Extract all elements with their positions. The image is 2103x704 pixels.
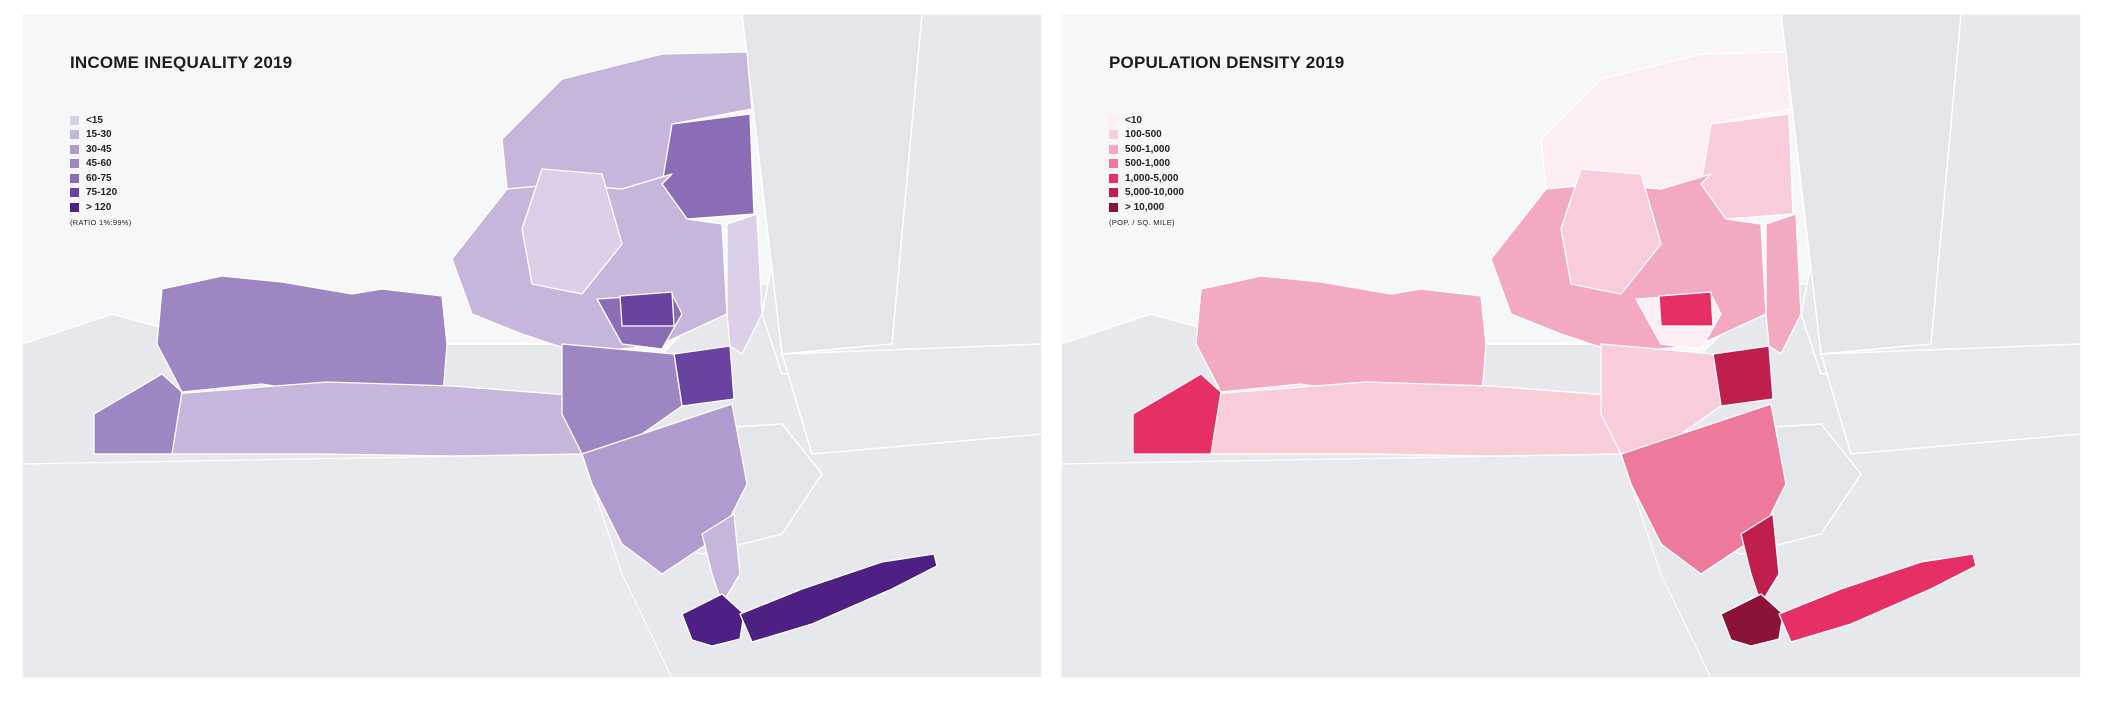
legend-label: 5,000-10,000: [1125, 187, 1184, 199]
legend-swatch: [70, 144, 79, 154]
legend-label: > 120: [86, 201, 112, 213]
legend-item: 100-500: [1109, 128, 1184, 143]
region-southern-tier: [171, 381, 583, 457]
region-finger-lakes: [1560, 168, 1662, 295]
region-west: [156, 275, 448, 410]
region-southwest: [1132, 373, 1222, 455]
population-density-map: [1061, 14, 2081, 678]
legend-label: 45-60: [86, 158, 112, 170]
legend-label: 15-30: [86, 129, 112, 141]
legend-swatch: [1109, 188, 1118, 198]
legend-swatch: [1109, 115, 1118, 125]
legend-item: > 10,000: [1109, 200, 1184, 215]
region-southwest: [93, 373, 183, 455]
region-metro: [681, 593, 745, 647]
region-mohawk-b: [619, 291, 675, 327]
ny-counties: [1132, 51, 1977, 647]
region-hudson-east: [726, 213, 763, 355]
legend-label: 500-1,000: [1125, 143, 1171, 155]
legend-label: 60-75: [86, 172, 112, 184]
region-hudson-east: [1765, 213, 1802, 355]
region-long-island: [739, 553, 938, 643]
legend-label: <15: [86, 114, 103, 126]
legend-swatch: [1109, 173, 1118, 183]
legend-item: <15: [70, 113, 132, 128]
ny-counties: [93, 51, 938, 647]
legend-item: 60-75: [70, 171, 132, 186]
legend-swatch: [70, 115, 79, 125]
legend-swatch: [70, 130, 79, 140]
legend-item: 75-120: [70, 186, 132, 201]
region-west: [1195, 275, 1487, 410]
region-mohawk-b: [1658, 291, 1714, 327]
region-southern-tier: [1210, 381, 1622, 457]
region-capital: [673, 345, 735, 407]
region-metro: [1720, 593, 1784, 647]
map-legend: <10 100-500 500-1,000 500-1,000 1,000-5,…: [1109, 113, 1184, 227]
region-capital: [1712, 345, 1774, 407]
legend-item: 5,000-10,000: [1109, 186, 1184, 201]
legend-note: (RATIO 1%:99%): [70, 217, 132, 227]
legend-swatch: [70, 188, 79, 198]
region-lower-hudson: [1740, 513, 1780, 605]
legend-label: <10: [1125, 114, 1142, 126]
legend-label: > 10,000: [1125, 201, 1165, 213]
legend-item: 500-1,000: [1109, 142, 1184, 157]
legend-item: 45-60: [70, 157, 132, 172]
population-density-map-panel: POPULATION DENSITY 2019 <10 100-500 500-…: [1061, 14, 2081, 678]
income-inequality-map-panel: INCOME INEQUALITY 2019 <15 15-30 30-45 4…: [22, 14, 1042, 678]
region-adirondack-east: [661, 113, 755, 220]
legend-swatch: [1109, 144, 1118, 154]
legend-label: 1,000-5,000: [1125, 172, 1179, 184]
map-legend: <15 15-30 30-45 45-60 60-75 75-120 > 120…: [70, 113, 132, 227]
income-inequality-map: [22, 14, 1042, 678]
legend-swatch: [1109, 159, 1118, 169]
legend-item: 30-45: [70, 142, 132, 157]
map-title: POPULATION DENSITY 2019: [1109, 53, 1345, 72]
legend-swatch: [70, 173, 79, 183]
region-long-island: [1778, 553, 1977, 643]
legend-item: 15-30: [70, 128, 132, 143]
legend-swatch: [1109, 202, 1118, 212]
map-title: INCOME INEQUALITY 2019: [70, 53, 293, 72]
legend-label: 75-120: [86, 187, 118, 199]
legend-label: 500-1,000: [1125, 158, 1171, 170]
legend-item: > 120: [70, 200, 132, 215]
legend-item: <10: [1109, 113, 1184, 128]
neighbor-states: [1061, 14, 2081, 678]
legend-label: 30-45: [86, 143, 112, 155]
legend-swatch: [70, 202, 79, 212]
region-lower-hudson: [701, 513, 741, 605]
legend-swatch: [70, 159, 79, 169]
legend-label: 100-500: [1125, 129, 1162, 141]
legend-swatch: [1109, 130, 1118, 140]
legend-item: 500-1,000: [1109, 157, 1184, 172]
legend-item: 1,000-5,000: [1109, 171, 1184, 186]
region-adirondack-east: [1700, 113, 1794, 220]
region-finger-lakes: [521, 168, 623, 295]
legend-note: (POP. / SQ. MILE): [1109, 217, 1175, 227]
